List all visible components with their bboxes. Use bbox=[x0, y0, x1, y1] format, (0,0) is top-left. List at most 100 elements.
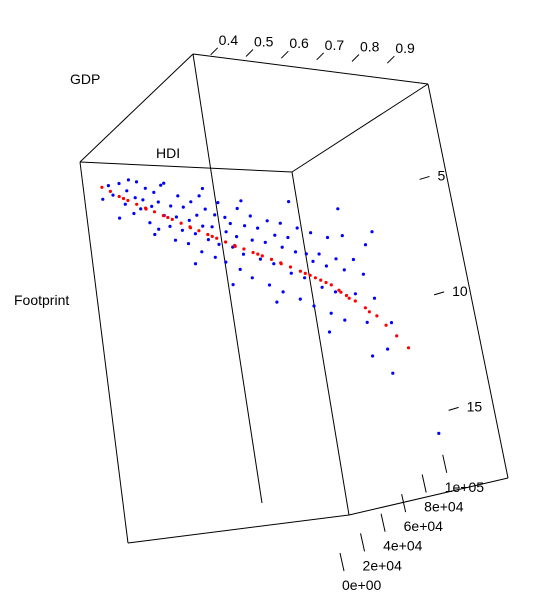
hdi-tick bbox=[351, 54, 360, 62]
hdi-tick-label: 0.6 bbox=[289, 35, 309, 51]
fitted-point bbox=[313, 276, 317, 280]
observed-point bbox=[309, 231, 313, 235]
hdi-tick bbox=[280, 50, 289, 59]
observed-point bbox=[106, 184, 110, 188]
fitted-point bbox=[206, 232, 210, 237]
observed-point bbox=[235, 235, 239, 239]
gdp-tick-label: 1e+05 bbox=[445, 479, 485, 495]
hdi-tick bbox=[316, 52, 325, 61]
fitted-point bbox=[166, 215, 170, 220]
observed-point bbox=[286, 235, 290, 240]
box-edge bbox=[348, 477, 509, 516]
footprint-tick-label: 15 bbox=[467, 398, 483, 414]
observed-point bbox=[241, 252, 246, 256]
observed-point bbox=[239, 199, 243, 203]
observed-point bbox=[213, 255, 217, 259]
plot-box bbox=[79, 53, 509, 544]
fitted-point bbox=[269, 257, 274, 261]
fitted-point bbox=[224, 240, 228, 244]
gdp-axis-label: GDP bbox=[70, 71, 100, 87]
observed-point bbox=[370, 230, 374, 234]
fitted-points bbox=[100, 185, 411, 350]
fitted-point bbox=[152, 210, 157, 214]
fitted-point bbox=[344, 293, 349, 298]
observed-point bbox=[351, 257, 355, 262]
observed-point bbox=[216, 201, 220, 205]
observed-point bbox=[111, 193, 115, 197]
fitted-point bbox=[367, 310, 371, 314]
observed-point bbox=[363, 243, 368, 247]
observed-point bbox=[303, 276, 307, 280]
gdp-tick-label: 6e+04 bbox=[404, 518, 444, 534]
fitted-point bbox=[375, 314, 379, 318]
fitted-point bbox=[108, 189, 112, 193]
fitted-point bbox=[288, 265, 293, 269]
observed-point bbox=[365, 320, 369, 324]
observed-point bbox=[189, 200, 193, 204]
observed-point bbox=[150, 204, 154, 208]
fitted-point bbox=[179, 221, 183, 225]
observed-point bbox=[311, 259, 315, 263]
gdp-tick bbox=[339, 552, 345, 572]
observed-point bbox=[152, 190, 156, 194]
hdi-tick-label: 0.9 bbox=[395, 40, 415, 56]
footprint-axis-label: Footprint bbox=[14, 292, 69, 308]
observed-point bbox=[187, 218, 191, 222]
observed-point bbox=[134, 180, 139, 184]
observed-point bbox=[132, 211, 136, 216]
observed-point bbox=[141, 198, 145, 202]
gdp-tick-label: 0e+00 bbox=[342, 577, 382, 593]
observed-point bbox=[272, 262, 276, 266]
fitted-point bbox=[170, 217, 174, 221]
observed-point bbox=[139, 207, 143, 211]
observed-point bbox=[217, 242, 221, 246]
observed-point bbox=[437, 431, 441, 435]
observed-point bbox=[133, 196, 137, 200]
footprint-tick-label: 10 bbox=[452, 283, 468, 299]
observed-point bbox=[206, 238, 210, 242]
observed-point bbox=[174, 215, 178, 219]
observed-point bbox=[181, 205, 185, 209]
fitted-point bbox=[188, 226, 193, 230]
fitted-point bbox=[298, 269, 302, 273]
observed-point bbox=[168, 224, 172, 228]
gdp-tick bbox=[380, 513, 386, 532]
observed-point bbox=[123, 202, 127, 206]
observed-point bbox=[153, 232, 157, 237]
observed-point bbox=[250, 276, 254, 280]
observed-point bbox=[340, 234, 344, 238]
fitted-point bbox=[384, 323, 388, 327]
observed-point bbox=[304, 252, 308, 256]
observed-point bbox=[157, 227, 161, 231]
box-edge bbox=[79, 161, 293, 173]
hdi-tick-label: 0.8 bbox=[360, 39, 380, 55]
observed-point bbox=[317, 252, 321, 256]
observed-point bbox=[186, 242, 191, 246]
observed-point bbox=[298, 297, 302, 301]
observed-point bbox=[342, 268, 346, 272]
fitted-point bbox=[324, 280, 328, 285]
hdi-tick bbox=[210, 47, 219, 56]
observed-point bbox=[391, 371, 395, 375]
observed-point bbox=[118, 216, 122, 220]
fitted-point bbox=[256, 252, 260, 256]
fitted-point bbox=[117, 194, 121, 199]
observed-point bbox=[228, 221, 232, 226]
observed-point bbox=[159, 183, 163, 187]
hdi-axis-label: HDI bbox=[156, 145, 180, 161]
observed-point bbox=[258, 257, 262, 261]
gdp-tick-label: 2e+04 bbox=[363, 557, 403, 573]
observed-point bbox=[200, 186, 204, 191]
box-edge bbox=[291, 171, 350, 516]
footprint-tick-label: 5 bbox=[438, 167, 446, 183]
observed-point bbox=[201, 224, 205, 228]
fitted-point bbox=[215, 236, 219, 240]
observed-point bbox=[320, 285, 324, 289]
observed-point bbox=[156, 200, 160, 204]
box-edge bbox=[192, 53, 429, 85]
observed-point bbox=[197, 194, 201, 198]
observed-point bbox=[248, 214, 252, 218]
fitted-point bbox=[347, 296, 351, 300]
observed-point bbox=[334, 257, 338, 261]
fitted-point bbox=[319, 278, 323, 282]
